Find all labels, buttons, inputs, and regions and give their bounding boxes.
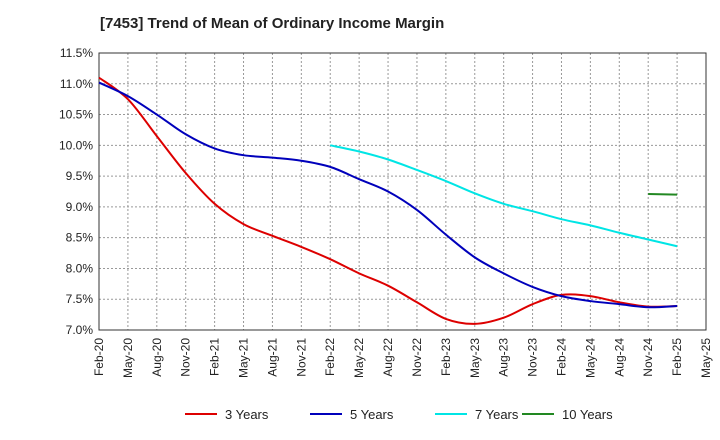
x-tick-label: Aug-24 [612, 338, 626, 377]
x-tick-label: Feb-24 [554, 338, 568, 376]
x-tick-label: Aug-21 [265, 338, 279, 377]
legend-label-3-years: 3 Years [225, 407, 269, 422]
x-tick-label: Aug-23 [497, 338, 511, 377]
series-lines [98, 76, 678, 325]
y-tick-label: 9.0% [66, 200, 94, 214]
plot-frame [98, 52, 707, 331]
y-tick-label: 8.5% [66, 231, 94, 245]
x-tick-label: Aug-22 [381, 338, 395, 377]
x-tick-label: May-21 [237, 338, 251, 378]
x-tick-label: Feb-25 [670, 338, 684, 376]
x-tick-label: Feb-21 [208, 338, 222, 376]
series-line-7-years [330, 144, 678, 248]
x-tick-label: May-24 [583, 338, 597, 378]
x-tick-label: May-20 [121, 338, 135, 378]
y-axis-ticks: 7.0% 7.5% 8.0% 8.5% 9.0% 9.5% 10.0% 10.5% 11.0% 1… [59, 46, 93, 337]
y-tick-label: 8.0% [66, 261, 94, 275]
x-tick-label: Feb-23 [439, 338, 453, 376]
x-tick-label: May-25 [699, 338, 713, 378]
x-tick-label: Nov-20 [179, 338, 193, 377]
series-line-10-years [648, 192, 678, 196]
series-line-3-years [98, 76, 678, 325]
x-tick-label: Nov-24 [641, 338, 655, 377]
y-tick-label: 10.0% [59, 138, 93, 152]
x-axis-ticks: Feb-20 May-20 Aug-20 Nov-20 Feb-21 May-21 Aug-… [92, 338, 713, 378]
legend-label-7-years: 7 Years [475, 407, 519, 422]
x-tick-label: Feb-20 [92, 338, 106, 376]
x-tick-label: Feb-22 [323, 338, 337, 376]
y-tick-label: 7.5% [66, 292, 94, 306]
y-tick-label: 7.0% [66, 323, 94, 337]
y-tick-label: 10.5% [59, 108, 93, 122]
grid [99, 53, 706, 330]
x-tick-label: Nov-21 [294, 338, 308, 377]
x-tick-label: Nov-23 [526, 338, 540, 377]
series-line-5-years [98, 81, 678, 309]
y-tick-label: 11.0% [60, 77, 93, 91]
y-tick-label: 11.5% [60, 46, 93, 60]
legend: 3 Years 5 Years 7 Years 10 Years [185, 407, 613, 422]
legend-label-10-years: 10 Years [562, 407, 613, 422]
x-tick-label: May-23 [468, 338, 482, 378]
chart-title: [7453] Trend of Mean of Ordinary Income … [100, 15, 445, 32]
x-tick-label: Aug-20 [150, 338, 164, 377]
x-tick-label: Nov-22 [410, 338, 424, 377]
x-tick-label: May-22 [352, 338, 366, 378]
y-tick-label: 9.5% [66, 169, 94, 183]
legend-label-5-years: 5 Years [350, 407, 394, 422]
